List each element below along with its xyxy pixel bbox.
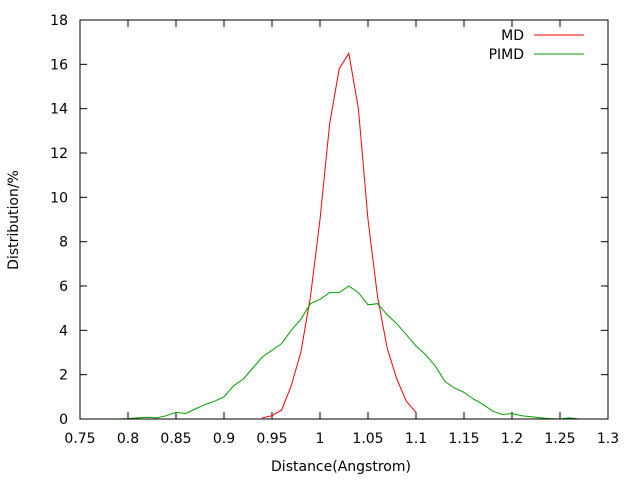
ticks-layer: 0.75 0.8 0.85 0.9 0.95 1 1.05 1.1 1.15 1.2 1.25 1.3… — [50, 13, 619, 447]
x-tick-label: 1.25 — [544, 431, 575, 447]
x-tick-label: 1.1 — [405, 431, 427, 447]
y-tick-label: 18 — [50, 13, 68, 29]
x-tick-label: 1.3 — [597, 431, 619, 447]
y-tick-label: 14 — [50, 102, 68, 118]
y-tick-label: 4 — [59, 323, 68, 339]
legend: MD PIMD — [489, 28, 584, 63]
y-tick-label: 8 — [59, 235, 68, 251]
y-tick-label: 10 — [50, 190, 68, 206]
legend-label-md: MD — [501, 28, 524, 44]
series-line-md — [262, 51, 417, 419]
x-tick-label: 0.8 — [117, 431, 139, 447]
series-line-pimd — [118, 285, 580, 420]
x-tick-label: 1 — [316, 431, 325, 447]
y-tick-label: 12 — [50, 146, 68, 162]
x-tick-label: 0.9 — [213, 431, 235, 447]
y-tick-label: 16 — [50, 57, 68, 73]
x-tick-label: 1.15 — [448, 431, 479, 447]
x-tick-label: 1.05 — [352, 431, 383, 447]
x-tick-label: 1.2 — [501, 431, 523, 447]
x-axis-label: Distance(Angstrom) — [271, 459, 411, 475]
plot-frame — [79, 19, 609, 420]
series-layer — [118, 51, 580, 420]
y-tick-label: 2 — [59, 368, 68, 384]
y-tick-label: 6 — [59, 279, 68, 295]
x-tick-label: 0.75 — [64, 431, 95, 447]
legend-label-pimd: PIMD — [489, 47, 524, 63]
x-tick-label: 0.95 — [256, 431, 287, 447]
y-tick-label: 0 — [59, 412, 68, 428]
y-axis-label: Distribution/% — [6, 170, 22, 270]
x-tick-label: 0.85 — [160, 431, 191, 447]
